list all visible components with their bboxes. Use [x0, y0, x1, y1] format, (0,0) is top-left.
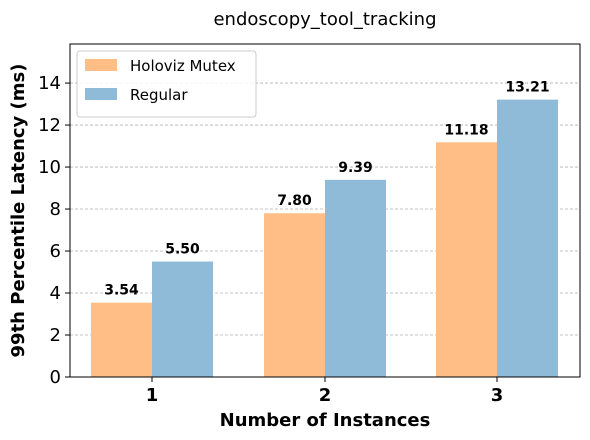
x-tick-label: 1 [146, 385, 159, 406]
y-tick-label: 6 [50, 241, 61, 262]
y-tick-label: 12 [38, 115, 61, 136]
data-label: 9.39 [338, 160, 373, 176]
legend-box [76, 50, 257, 118]
y-tick-label: 14 [38, 73, 61, 94]
y-tick-label: 8 [50, 199, 61, 220]
data-label: 3.54 [104, 283, 139, 299]
x-tick-label: 2 [319, 385, 332, 406]
chart-title: endoscopy_tool_tracking [213, 9, 436, 30]
y-tick-label: 10 [38, 157, 61, 178]
y-axis-label: 99th Percentile Latency (ms) [8, 64, 29, 358]
x-tick-label: 3 [491, 385, 504, 406]
bars [91, 99, 558, 377]
bar-holoviz-mutex-1 [91, 302, 152, 377]
data-label: 11.18 [444, 122, 488, 138]
bar-regular-2 [325, 179, 386, 377]
x-axis-ticks: 1 2 3 [146, 377, 504, 406]
bar-holoviz-mutex-2 [264, 213, 325, 377]
y-tick-label: 4 [50, 283, 61, 304]
bar-regular-1 [152, 261, 213, 377]
data-label: 5.50 [165, 242, 200, 258]
legend: Holoviz Mutex Regular [76, 50, 257, 118]
data-labels: 3.54 7.80 11.18 5.50 9.39 13.21 [104, 80, 549, 299]
legend-swatch-regular [85, 88, 117, 100]
bar-holoviz-mutex-3 [436, 142, 497, 377]
data-label: 13.21 [505, 80, 549, 96]
y-axis-ticks: 0 2 4 6 8 10 12 14 [38, 73, 70, 388]
bar-regular-3 [497, 99, 558, 377]
legend-label-regular: Regular [130, 86, 188, 104]
data-label: 7.80 [277, 193, 312, 209]
legend-label-holoviz-mutex: Holoviz Mutex [130, 57, 236, 75]
x-axis-label: Number of Instances [220, 410, 431, 431]
y-tick-label: 2 [50, 325, 61, 346]
y-tick-label: 0 [50, 367, 61, 388]
legend-swatch-holoviz-mutex [85, 59, 117, 71]
